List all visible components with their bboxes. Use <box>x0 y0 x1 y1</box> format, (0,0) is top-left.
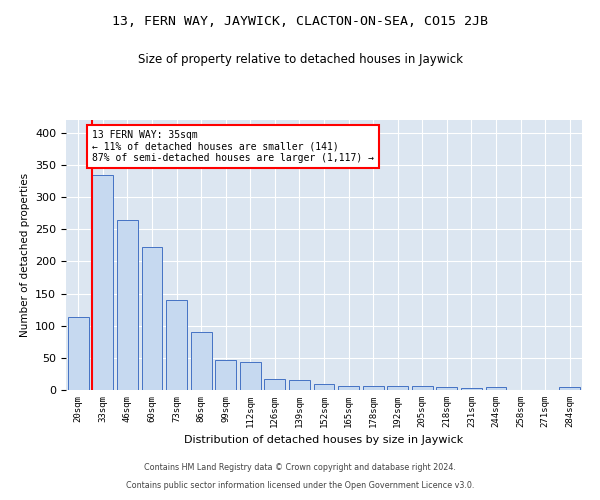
Bar <box>142 248 163 390</box>
Bar <box>485 388 506 390</box>
Bar <box>338 386 359 390</box>
X-axis label: Distribution of detached houses by size in Jaywick: Distribution of detached houses by size … <box>184 436 464 446</box>
Text: Size of property relative to detached houses in Jaywick: Size of property relative to detached ho… <box>137 52 463 66</box>
Bar <box>436 388 457 390</box>
Bar <box>117 220 138 390</box>
Bar <box>412 386 433 390</box>
Bar <box>215 360 236 390</box>
Text: 13 FERN WAY: 35sqm
← 11% of detached houses are smaller (141)
87% of semi-detach: 13 FERN WAY: 35sqm ← 11% of detached hou… <box>92 130 374 163</box>
Text: Contains HM Land Registry data © Crown copyright and database right 2024.: Contains HM Land Registry data © Crown c… <box>144 464 456 472</box>
Bar <box>92 174 113 390</box>
Bar <box>314 384 334 390</box>
Bar <box>265 379 286 390</box>
Bar <box>166 300 187 390</box>
Text: 13, FERN WAY, JAYWICK, CLACTON-ON-SEA, CO15 2JB: 13, FERN WAY, JAYWICK, CLACTON-ON-SEA, C… <box>112 15 488 28</box>
Bar <box>387 386 408 390</box>
Bar <box>559 388 580 390</box>
Bar <box>240 362 261 390</box>
Bar <box>461 388 482 390</box>
Bar <box>289 380 310 390</box>
Text: Contains public sector information licensed under the Open Government Licence v3: Contains public sector information licen… <box>126 481 474 490</box>
Bar <box>191 332 212 390</box>
Bar <box>362 386 383 390</box>
Bar <box>68 318 89 390</box>
Y-axis label: Number of detached properties: Number of detached properties <box>20 173 29 337</box>
